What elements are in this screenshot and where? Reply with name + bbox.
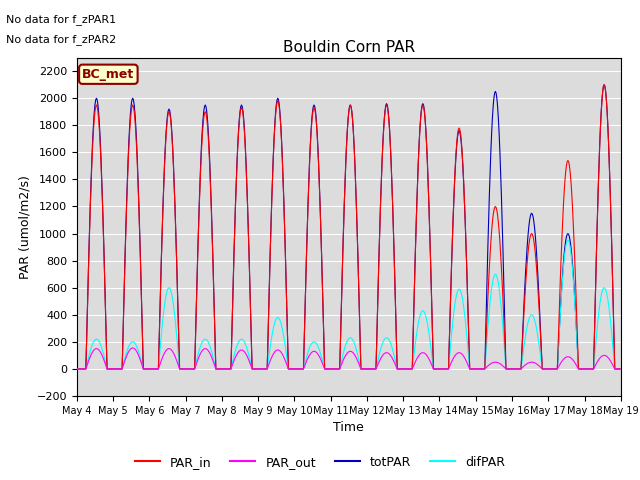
Legend: PAR_in, PAR_out, totPAR, difPAR: PAR_in, PAR_out, totPAR, difPAR xyxy=(130,451,510,474)
Text: No data for f_zPAR2: No data for f_zPAR2 xyxy=(6,34,116,45)
Text: No data for f_zPAR1: No data for f_zPAR1 xyxy=(6,14,116,25)
Text: BC_met: BC_met xyxy=(82,68,134,81)
Y-axis label: PAR (umol/m2/s): PAR (umol/m2/s) xyxy=(18,175,31,279)
Title: Bouldin Corn PAR: Bouldin Corn PAR xyxy=(283,40,415,55)
X-axis label: Time: Time xyxy=(333,421,364,434)
